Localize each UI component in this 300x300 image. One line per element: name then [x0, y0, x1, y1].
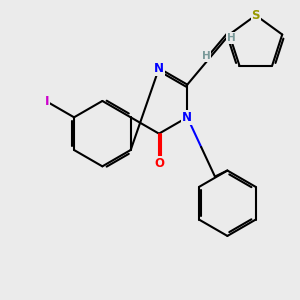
Text: O: O	[154, 157, 164, 169]
Text: N: N	[182, 111, 192, 124]
Text: I: I	[45, 95, 50, 108]
Text: H: H	[202, 51, 211, 61]
Text: N: N	[154, 62, 164, 75]
Text: S: S	[251, 9, 260, 22]
Text: H: H	[227, 33, 236, 43]
